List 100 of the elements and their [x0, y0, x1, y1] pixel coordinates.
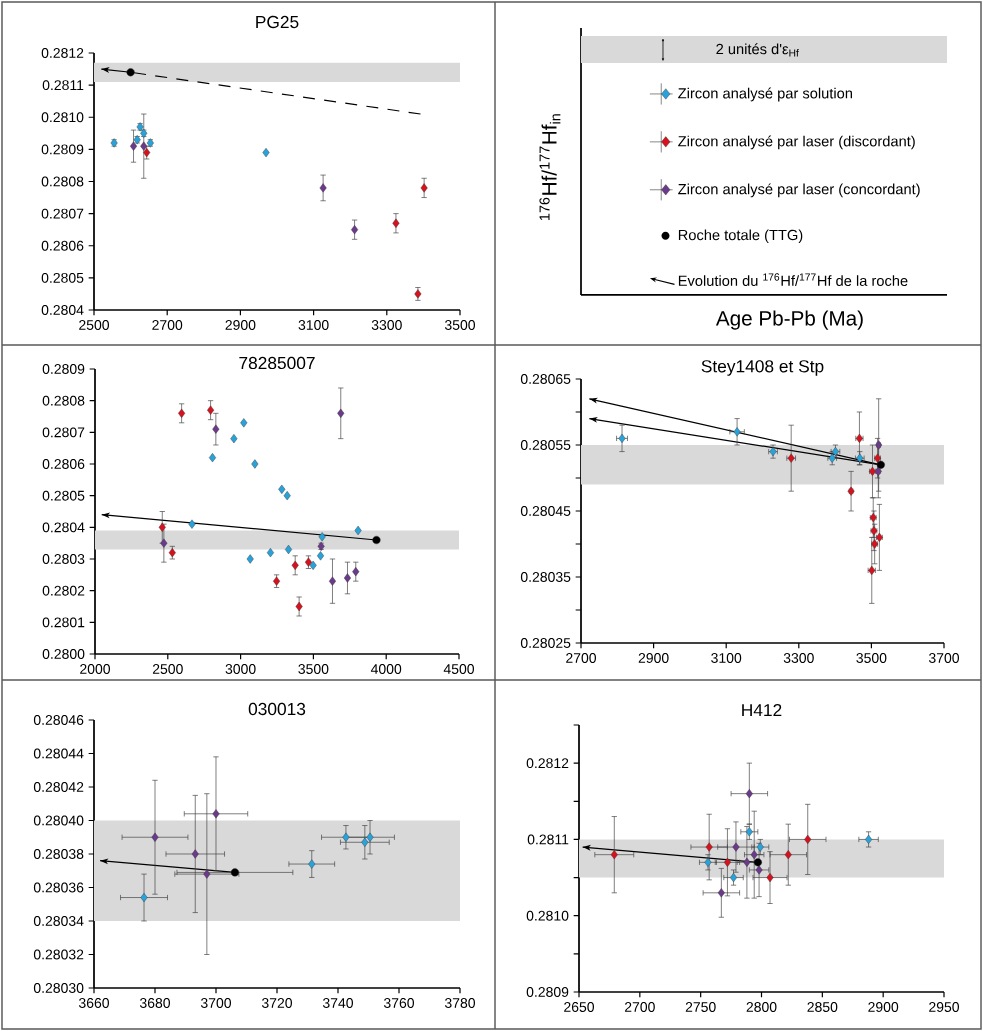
point: [372, 535, 381, 545]
y-tick-label: 0.28035: [520, 572, 571, 582]
y-tick-label: 0.2800: [42, 649, 85, 659]
x-tick-label: 2700: [624, 1002, 655, 1012]
x-tick-label: 3500: [856, 653, 887, 663]
point: [804, 834, 812, 845]
point: [251, 459, 259, 469]
x-tick-label: 2900: [638, 653, 669, 663]
x-tick-label: 2500: [152, 664, 183, 674]
legend-label: Roche totale (TTG): [678, 229, 803, 244]
point: [318, 532, 326, 542]
x-tick-label: 3000: [225, 664, 256, 674]
y-tick-label: 0.2804: [42, 522, 85, 533]
y-tick-label: 0.28034: [33, 916, 84, 926]
x-tick-label: 2900: [868, 1002, 899, 1012]
point: [240, 418, 248, 428]
point: [717, 888, 725, 898]
point: [278, 484, 286, 494]
point: [750, 850, 758, 860]
x-tick-label: 3680: [139, 998, 171, 1008]
point: [392, 218, 400, 228]
x-tick-label: 3100: [711, 653, 742, 663]
y-tick-label: 0.2809: [526, 987, 569, 997]
y-tick-label: 0.28045: [520, 506, 571, 516]
point: [354, 525, 362, 536]
y-tick-label: 0.2805: [41, 272, 84, 283]
chart-title: 030013: [248, 702, 306, 716]
point: [203, 869, 211, 879]
chart-title: 78285007: [239, 356, 315, 370]
point: [351, 225, 359, 235]
y-tick-label: 0.2809: [42, 364, 85, 374]
y-tick-label: 0.2804: [41, 305, 84, 315]
point: [308, 859, 316, 869]
point: [766, 872, 774, 883]
legend-label: Zircon analysé par laser (concordant): [678, 183, 920, 198]
x-tick-label: 3720: [261, 998, 293, 1008]
point: [319, 183, 327, 193]
y-tick-label: 0.2811: [42, 80, 84, 91]
x-tick-label: 2950: [929, 1002, 960, 1012]
point: [610, 850, 618, 860]
point: [730, 872, 738, 883]
y-tick-label: 0.2801: [42, 617, 85, 628]
point: [207, 405, 215, 415]
point: [151, 832, 159, 842]
x-tick-label: 2000: [80, 664, 111, 674]
point: [212, 809, 220, 819]
point: [130, 141, 138, 151]
y-tick-label: 0.28044: [33, 748, 84, 759]
point: [753, 858, 762, 867]
point: [209, 453, 216, 463]
y-tick-label: 0.2810: [526, 910, 569, 921]
y-tick-label: 0.2807: [42, 427, 85, 438]
x-tick-label: 3700: [928, 653, 960, 663]
point: [755, 865, 763, 875]
point: [784, 850, 792, 860]
point: [140, 892, 148, 903]
point: [733, 427, 741, 437]
x-tick-label: 2850: [807, 1002, 838, 1012]
point: [230, 434, 238, 444]
chart-title: Stey1408 et Stp: [701, 360, 824, 376]
y-tick-label: 0.2812: [41, 48, 84, 58]
point: [126, 68, 135, 77]
point: [283, 491, 291, 501]
x-tick-label: 3660: [78, 998, 110, 1008]
x-tick-label: 3740: [322, 998, 354, 1008]
y-tick-label: 0.2802: [42, 585, 85, 596]
y-tick-label: 0.28036: [33, 882, 84, 893]
point: [291, 560, 299, 570]
point: [745, 789, 753, 799]
x-tick-label: 4000: [370, 664, 402, 674]
point: [865, 834, 873, 845]
y-tick-label: 0.28040: [33, 815, 84, 826]
text: Age Pb-Pb (Ma): [715, 310, 863, 330]
x-tick-label: 3700: [200, 998, 232, 1008]
x-tick-label: 4500: [443, 664, 475, 674]
y-tick-label: 0.2812: [526, 758, 569, 769]
text: 2 unités d'ε$_{Hf}$: [716, 43, 799, 57]
y-tick-label: 0.2810: [41, 112, 84, 123]
point: [317, 551, 325, 561]
point: [191, 849, 199, 859]
x-tick-label: 3300: [371, 320, 402, 330]
y-tick-label: 0.2811: [527, 834, 569, 845]
y-tick-label: 0.2809: [41, 144, 84, 155]
y-tick-label: 0.28055: [520, 440, 571, 450]
y-tick-label: 0.28065: [520, 374, 571, 384]
x-tick-label: 2800: [746, 1002, 777, 1012]
point: [343, 573, 351, 583]
y-tick-label: 0.2803: [42, 554, 85, 564]
point: [420, 183, 428, 193]
y-tick-label: 0.2806: [41, 240, 84, 251]
x-tick-label: 3300: [783, 653, 814, 663]
point: [704, 857, 712, 867]
y-tick-label: 0.28025: [520, 638, 571, 648]
x-tick-label: 3760: [383, 998, 415, 1008]
point: [732, 842, 740, 852]
x-tick-label: 3100: [298, 320, 329, 330]
x-tick-label: 2900: [225, 320, 256, 330]
point: [342, 832, 350, 842]
y-tick-label: 0.2806: [42, 459, 85, 469]
y-tick-label: 0.28038: [33, 849, 84, 859]
